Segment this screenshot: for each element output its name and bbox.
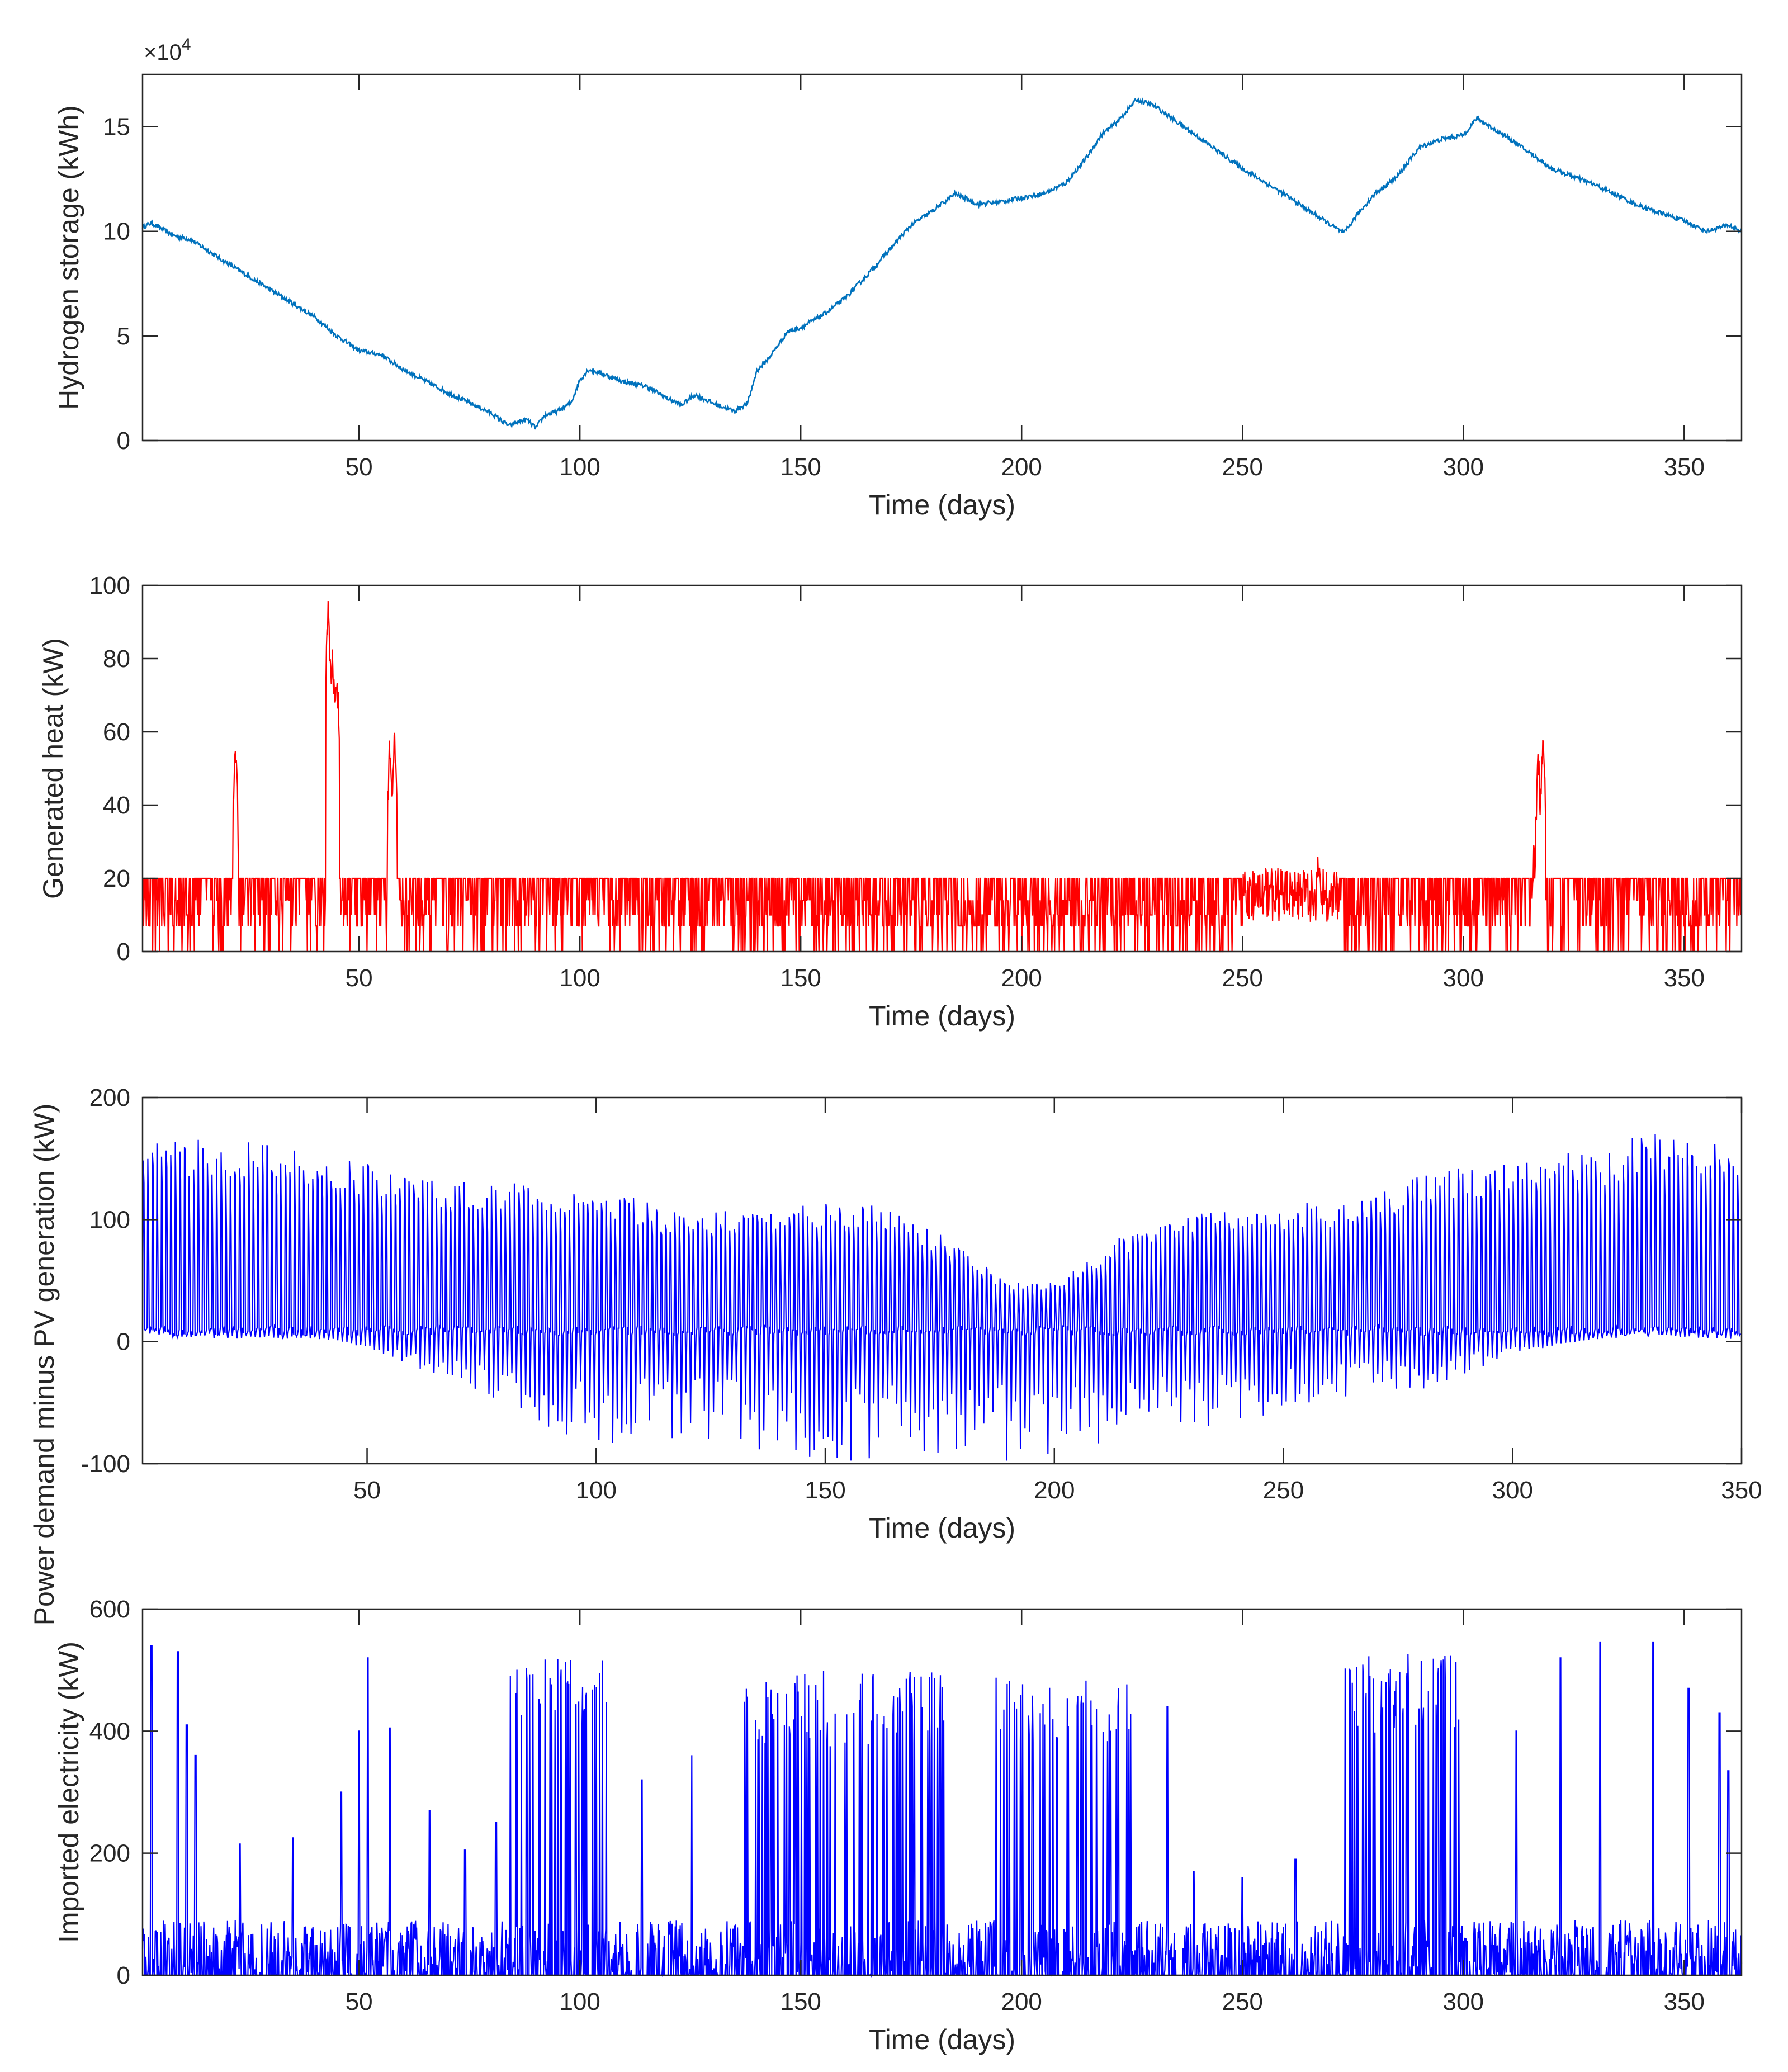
x-tick-label: 50	[346, 964, 373, 992]
x-tick-label: 50	[346, 1988, 373, 2016]
x-axis-label: Time (days)	[869, 1512, 1015, 1544]
x-tick-label: 350	[1721, 1477, 1762, 1504]
x-tick-label: 150	[805, 1477, 845, 1504]
x-tick-label: 350	[1664, 453, 1705, 481]
y-tick-label: 60	[103, 718, 130, 746]
y-tick-label: 0	[117, 938, 130, 966]
x-tick-label: 250	[1222, 964, 1263, 992]
y-tick-label: 0	[117, 427, 130, 455]
y-tick-label: 5	[117, 323, 130, 350]
y-tick-label: 200	[89, 1840, 130, 1867]
y-axis-label: Power demand minus PV generation (kW)	[29, 1104, 60, 1626]
x-tick-label: 100	[576, 1477, 617, 1504]
y-tick-label: 80	[103, 645, 130, 673]
x-tick-label: 200	[1001, 964, 1042, 992]
y-tick-label: 100	[89, 1206, 130, 1233]
y-axis-label: Generated heat (kW)	[37, 638, 69, 899]
series-net-demand	[141, 1134, 1742, 1461]
panel-generated-heat: 50 100 150 200 250 300 350 0 20 40 60 80 100 Time (d…	[37, 572, 1743, 1032]
x-tick-label: 150	[780, 964, 821, 992]
y-tick-label: 200	[89, 1084, 130, 1111]
y-tick-label: 0	[117, 1962, 130, 1989]
axes-frame	[141, 584, 1743, 953]
x-tick-label: 50	[346, 453, 373, 481]
panel-net-demand: 50 100 150 200 250 300 350 -100 0 100 200 Time (da…	[29, 1084, 1762, 1625]
series-line	[141, 1134, 1742, 1461]
x-axis-label: Time (days)	[869, 489, 1015, 521]
x-tick-label: 200	[1001, 1988, 1042, 2016]
y-axis-label: Hydrogen storage (kWh)	[53, 105, 84, 410]
x-tick-label: 300	[1443, 453, 1484, 481]
x-tick-label: 50	[353, 1477, 381, 1504]
ticks: 50 100 150 200 250 300 350 -100 0 100 200	[81, 1084, 1762, 1504]
x-tick-label: 100	[559, 964, 600, 992]
x-tick-label: 250	[1263, 1477, 1304, 1504]
y-axis-label: Imported electricity (kW)	[53, 1641, 84, 1943]
x-tick-label: 150	[780, 1988, 821, 2016]
y-tick-label: 400	[89, 1718, 130, 1745]
y-tick-label: 20	[103, 865, 130, 892]
y-tick-label: 600	[89, 1596, 130, 1623]
y-tick-label: 100	[89, 572, 130, 599]
ticks: 50 100 150 200 250 300 350 0 20 40 60 80 100	[89, 572, 1742, 992]
y-tick-label: 40	[103, 792, 130, 819]
y-tick-label: 10	[103, 218, 130, 245]
exponent-power: 4	[182, 35, 191, 54]
x-tick-label: 300	[1492, 1477, 1533, 1504]
x-tick-label: 150	[780, 453, 821, 481]
exponent-base: ×10	[144, 40, 182, 65]
x-axis-label: Time (days)	[869, 2024, 1015, 2055]
x-tick-label: 300	[1443, 964, 1484, 992]
panel-imported-electricity: 50 100 150 200 250 300 350 0 200 400 600 Time (day…	[53, 1596, 1743, 2055]
x-axis-label: Time (days)	[869, 1000, 1015, 1032]
x-tick-label: 100	[559, 1988, 600, 2016]
series-hydrogen-storage	[141, 97, 1742, 430]
y-tick-label: -100	[81, 1450, 130, 1478]
y-axis-exponent: ×104	[144, 35, 191, 65]
x-tick-label: 250	[1222, 453, 1263, 481]
axes-frame	[141, 73, 1743, 442]
ticks: 50 100 150 200 250 300 350 0 5 10 15	[103, 74, 1742, 481]
x-tick-label: 350	[1664, 964, 1705, 992]
x-tick-label: 200	[1001, 453, 1042, 481]
y-tick-label: 15	[103, 113, 130, 141]
series-line	[141, 97, 1742, 430]
y-tick-label: 0	[117, 1328, 130, 1356]
series-line	[141, 600, 1743, 953]
series-line	[141, 1641, 1743, 1978]
x-tick-label: 350	[1664, 1988, 1705, 2016]
x-tick-label: 200	[1034, 1477, 1075, 1504]
series-imported-electricity	[141, 1641, 1743, 1978]
axes-frame	[141, 1608, 1743, 1976]
panel-hydrogen-storage: 50 100 150 200 250 300 350 0 5 10 15 Time (days) H…	[53, 35, 1743, 521]
ticks: 50 100 150 200 250 300 350 0 200 400 600	[89, 1596, 1742, 2016]
x-tick-label: 250	[1222, 1988, 1263, 2016]
series-generated-heat	[141, 600, 1743, 953]
x-tick-label: 300	[1443, 1988, 1484, 2016]
x-tick-label: 100	[559, 453, 600, 481]
axes-frame	[141, 1096, 1743, 1465]
